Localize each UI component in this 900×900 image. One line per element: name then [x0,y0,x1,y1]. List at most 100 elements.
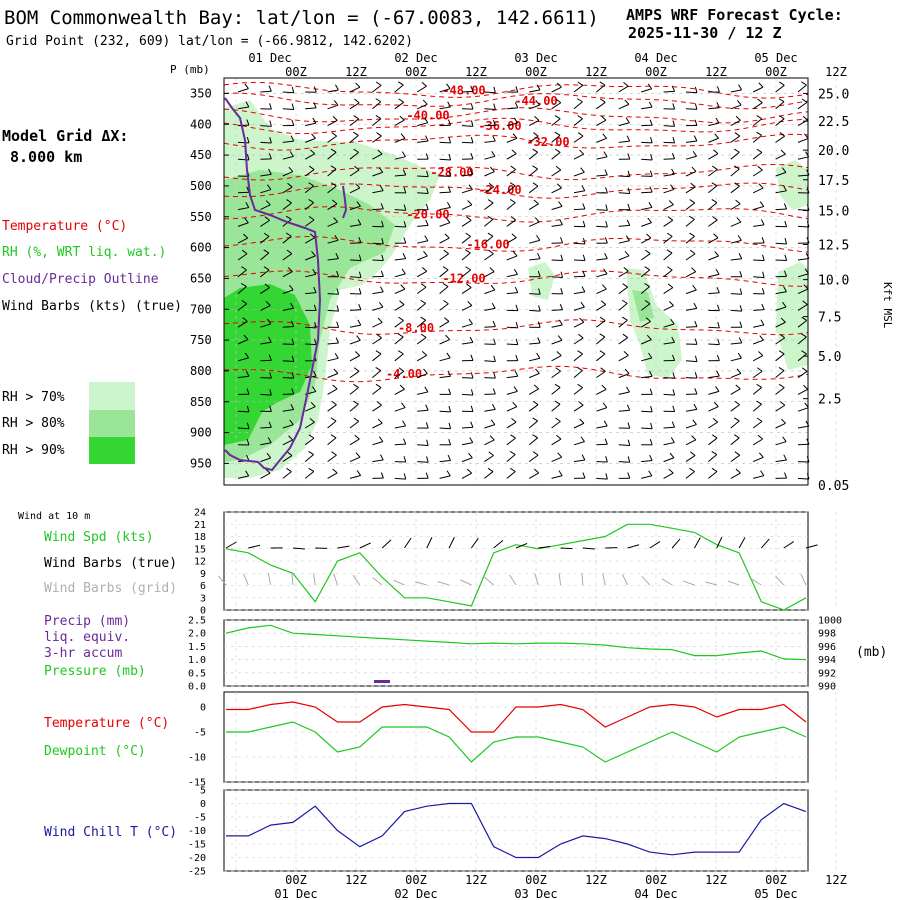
wind-barb-shaft [618,286,628,295]
y-tick-label: 3 [200,593,206,604]
wind-barb-flag [333,217,339,223]
surface-wind-barb-grid [267,573,272,586]
wind-barb-flag [604,252,608,259]
y-tick-label: 18 [194,532,206,543]
surface-wind-barb-grid [437,581,450,586]
wind-barb-flag [603,268,608,275]
wind-barb-shaft [484,91,496,94]
temp-contour-label: -8.00 [398,321,434,335]
wind-barb-shaft [417,391,429,395]
panel-frame [223,511,809,611]
wind-barb-flag [467,200,473,206]
wind-barb-shaft [506,273,518,278]
wind-barb-shaft [237,320,248,328]
temp-contour-line [223,365,809,383]
wind-barb-flag [758,452,764,458]
temp-contour-line [223,235,809,253]
wind-barb-shaft [305,343,317,346]
wind-barb-flag [672,103,676,110]
wind-barb-shaft [730,104,742,110]
wind-barb-flag [627,439,631,446]
rh90-label: RH > 90% [2,443,65,458]
wind-barb-flag [379,185,384,191]
wind-barb-shaft [641,460,653,463]
wind-barb-shaft [260,426,272,429]
wind-barb-shaft [573,118,583,126]
wind-barb-flag [735,468,741,474]
wind-barb-shaft [327,373,338,379]
wind-barb-shaft [528,404,539,412]
wind-barb-flag [515,86,519,93]
wind-barb-shaft [573,291,585,295]
wind-barb-flag [733,434,740,439]
wind-barb-shaft [640,303,651,311]
wind-barb-shaft [551,224,563,227]
wind-barb-flag [599,333,606,338]
surface-wind-barb [694,537,701,549]
wind-barb-flag [266,184,272,190]
wind-barb-flag [582,238,586,245]
wind-barb-flag [510,434,516,439]
wind-barb-shaft [551,102,562,110]
wind-barb-shaft [618,192,630,195]
wind-barb-flag [756,115,763,120]
wind-barb-flag [397,81,404,86]
wind-barb-flag [532,417,538,422]
wind-barb-flag [470,120,474,127]
wind-barb-shaft [551,387,561,395]
altitude-tick-label: 22.5 [818,115,849,130]
wind-barb-flag [244,352,250,359]
wind-barb-flag [265,300,271,306]
wind-barb-shaft [551,438,562,446]
wind-barb-flag [269,103,272,110]
wind-barb-flag [268,354,272,361]
wind-barb-shaft [349,339,361,345]
wind-barb-shaft [282,202,292,210]
wind-barb-flag [492,320,496,327]
date-tick-bottom: 01 Dec [274,887,317,900]
wind-barb-flag [426,456,429,463]
wind-barb-flag [554,131,561,136]
wind-barb-shaft [305,292,317,295]
wind-barb-shaft [461,457,473,463]
wind-barb-flag [420,283,427,288]
wind-barb-shaft [708,185,718,194]
wind-barb-flag [376,401,382,406]
time-tick-top: 00Z [765,65,787,79]
wind-barb-shaft [282,155,294,160]
temp-contour-line [223,81,809,99]
wind-barb-shaft [775,387,785,395]
pressure-tick-label: 550 [190,210,212,224]
surface-wind-barb-grid [393,579,405,586]
cloud-outline [224,97,322,472]
wind-barb-flag [735,115,741,121]
wind-barb-flag [627,153,631,160]
wind-barb-flag [605,187,608,194]
wind-barb-flag [716,287,720,293]
wind-barb-flag [735,199,741,205]
wind-barb-shaft [708,390,720,395]
wind-barb-shaft [708,219,718,227]
y-tick-label: 0.5 [188,668,206,679]
wind-barb-shaft [461,341,473,345]
wind-barb-flag [672,405,676,412]
wind-barb-flag [426,187,429,194]
wind-barb-shaft [394,119,405,127]
time-tick-top: 12Z [465,65,487,79]
wind-barb-flag [580,436,585,442]
wind-barb-shaft [551,259,563,262]
wind-barb-flag [376,132,382,137]
wind-barb-shaft [372,118,382,126]
wind-barb-flag [714,251,720,257]
wind-barb-flag [470,389,474,396]
wind-barb-flag [308,216,315,221]
wind-barb-shaft [372,242,384,245]
altitude-tick-label: 7.5 [818,311,841,326]
wind-barb-shaft [753,276,765,279]
wind-barb-flag [287,182,293,188]
y-tick-label: 0 [200,606,206,617]
wind-barb-flag [692,419,697,425]
wind-barb-shaft [439,269,449,278]
wind-barb-shaft [461,90,474,93]
